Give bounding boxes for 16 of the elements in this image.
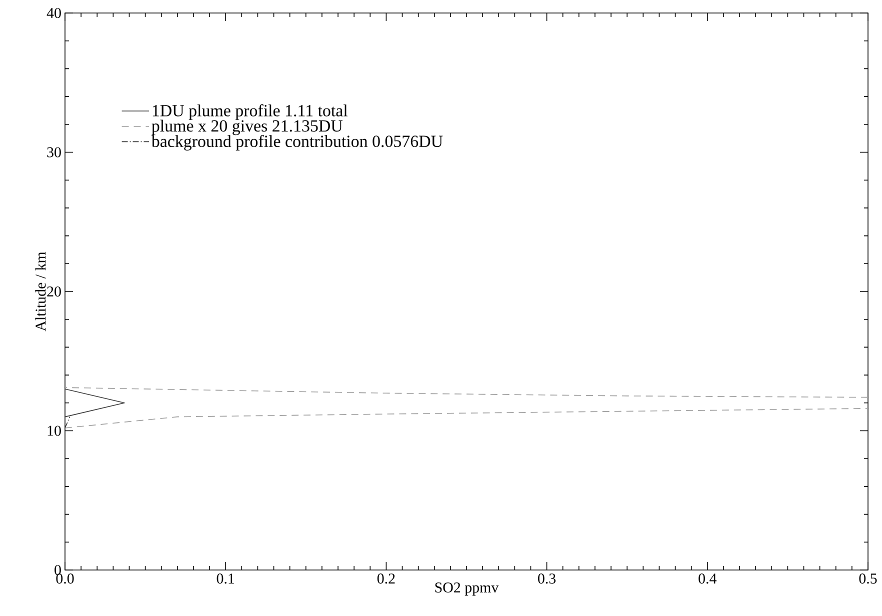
x-tick-label: 0.0 — [56, 574, 74, 584]
x-tick-label: 0.2 — [377, 574, 395, 584]
legend-label: 1DU plume profile 1.11 total — [152, 104, 348, 120]
x-axis-title: SO2 ppmv — [435, 582, 499, 596]
y-tick-label: 10 — [48, 426, 61, 436]
x-tick-label: 0.4 — [698, 574, 717, 584]
legend-label: plume x 20 gives 21.135DU — [152, 120, 343, 136]
y-tick-label: 30 — [47, 147, 61, 158]
x-tick-label: 0.5 — [859, 574, 877, 584]
y-tick-label: 0 — [54, 564, 61, 576]
y-tick-label: 20 — [47, 286, 61, 297]
legend-label: background profile contribution 0.0576DU — [151, 134, 443, 151]
y-tick-label: 40 — [46, 8, 61, 18]
x-tick-label: 0.3 — [538, 574, 556, 584]
x-tick-label: 0.1 — [216, 574, 234, 584]
y-axis-title: Altitude / km — [35, 252, 46, 332]
